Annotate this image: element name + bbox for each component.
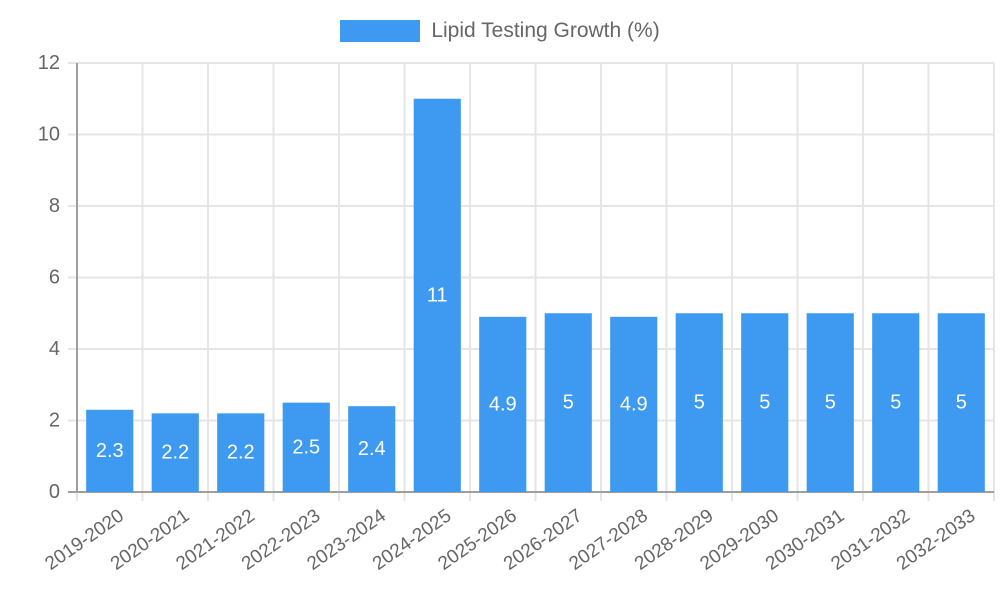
bar-value-label: 5 (956, 392, 967, 414)
bar-2019-2020[interactable] (86, 409, 134, 492)
bar-value-label: 2.4 (358, 438, 386, 460)
bar-value-label: 5 (563, 392, 574, 414)
y-tick-label: 2 (49, 410, 60, 432)
bar-2024-2025[interactable] (413, 98, 461, 492)
bar-2026-2027[interactable] (544, 313, 592, 492)
bar-value-label: 2.2 (161, 442, 189, 464)
legend-item[interactable]: Lipid Testing Growth (%) (0, 20, 1000, 42)
bar-2029-2030[interactable] (741, 313, 789, 492)
bar-value-label: 5 (890, 392, 901, 414)
bar-2031-2032[interactable] (872, 313, 920, 492)
y-tick-label: 0 (49, 481, 60, 503)
bar-value-label: 4.9 (489, 393, 517, 415)
bar-2023-2024[interactable] (348, 406, 396, 492)
bar-2030-2031[interactable] (806, 313, 854, 492)
bar-2025-2026[interactable] (479, 316, 527, 492)
bar-value-label: 2.3 (96, 440, 124, 462)
legend-swatch (340, 20, 421, 42)
legend-label: Lipid Testing Growth (%) (431, 19, 660, 42)
bar-value-label: 5 (825, 392, 836, 414)
bar-value-label: 4.9 (620, 393, 648, 415)
bar-value-label: 5 (694, 392, 705, 414)
bar-2022-2023[interactable] (282, 402, 330, 492)
y-tick-label: 8 (49, 195, 60, 217)
bar-value-label: 2.5 (292, 436, 320, 458)
bar-2027-2028[interactable] (610, 316, 658, 492)
y-tick-label: 12 (38, 52, 60, 74)
y-tick-label: 6 (49, 267, 60, 289)
bar-value-label: 11 (427, 284, 448, 306)
bar-2021-2022[interactable] (217, 413, 265, 492)
bar-2028-2029[interactable] (675, 313, 723, 492)
bar-value-label: 5 (759, 392, 770, 414)
bar-2032-2033[interactable] (937, 313, 985, 492)
y-tick-label: 4 (49, 338, 60, 360)
bar-2020-2021[interactable] (151, 413, 199, 492)
bar-value-label: 2.2 (227, 442, 255, 464)
y-tick-label: 10 (38, 124, 60, 146)
